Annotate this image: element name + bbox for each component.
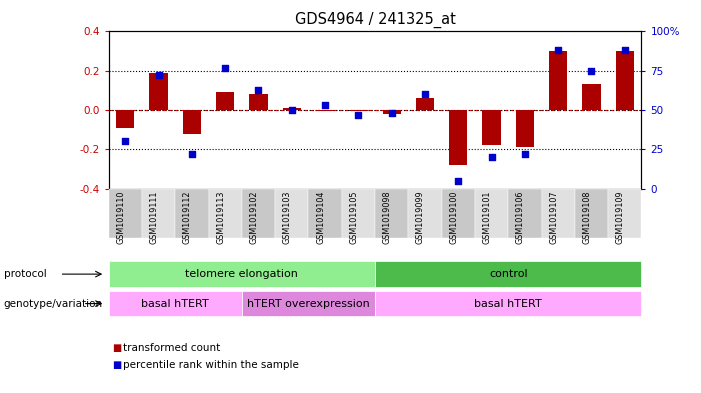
Bar <box>216 92 234 110</box>
Text: transformed count: transformed count <box>123 343 220 353</box>
Bar <box>383 110 401 114</box>
Bar <box>116 110 135 128</box>
Point <box>619 47 630 53</box>
Bar <box>516 110 534 147</box>
Point <box>286 107 297 113</box>
Text: percentile rank within the sample: percentile rank within the sample <box>123 360 299 371</box>
Bar <box>250 94 268 110</box>
Text: GSM1019110: GSM1019110 <box>116 191 125 244</box>
Bar <box>283 108 301 110</box>
Text: GSM1019101: GSM1019101 <box>482 191 491 244</box>
Point <box>353 112 364 118</box>
Text: ■: ■ <box>112 360 121 371</box>
Bar <box>549 51 567 110</box>
Bar <box>615 51 634 110</box>
Text: ■: ■ <box>112 343 121 353</box>
Text: GSM1019103: GSM1019103 <box>283 191 292 244</box>
Bar <box>583 84 601 110</box>
Text: basal hTERT: basal hTERT <box>475 299 542 309</box>
Point <box>386 110 397 116</box>
Text: GSM1019102: GSM1019102 <box>250 191 259 244</box>
Text: GSM1019099: GSM1019099 <box>416 191 425 244</box>
Text: GSM1019112: GSM1019112 <box>183 191 192 244</box>
Text: GSM1019106: GSM1019106 <box>516 191 525 244</box>
Bar <box>149 73 168 110</box>
Point <box>486 154 497 160</box>
Text: protocol: protocol <box>4 269 46 279</box>
Point <box>586 68 597 74</box>
Text: basal hTERT: basal hTERT <box>142 299 209 309</box>
Text: GSM1019108: GSM1019108 <box>583 191 592 244</box>
Text: hTERT overexpression: hTERT overexpression <box>247 299 370 309</box>
Text: GSM1019104: GSM1019104 <box>316 191 325 244</box>
Bar <box>416 98 434 110</box>
Bar <box>316 110 334 111</box>
Point <box>320 102 331 108</box>
Text: GSM1019100: GSM1019100 <box>449 191 458 244</box>
Point <box>253 86 264 93</box>
Text: GSM1019109: GSM1019109 <box>615 191 625 244</box>
Text: genotype/variation: genotype/variation <box>4 299 102 309</box>
Point <box>552 47 564 53</box>
Point <box>419 91 430 97</box>
Text: GSM1019113: GSM1019113 <box>216 191 225 244</box>
Point <box>453 178 464 184</box>
Text: telomere elongation: telomere elongation <box>185 269 299 279</box>
Bar <box>349 110 367 111</box>
Text: GSM1019098: GSM1019098 <box>383 191 392 244</box>
Bar <box>449 110 468 165</box>
Point <box>186 151 198 157</box>
Bar <box>482 110 501 145</box>
Text: control: control <box>489 269 528 279</box>
Point <box>219 64 231 71</box>
Point <box>120 138 131 145</box>
Text: GSM1019105: GSM1019105 <box>349 191 358 244</box>
Bar <box>183 110 201 134</box>
Point <box>519 151 531 157</box>
Text: GSM1019111: GSM1019111 <box>149 191 158 244</box>
Text: GSM1019107: GSM1019107 <box>549 191 558 244</box>
Text: GDS4964 / 241325_at: GDS4964 / 241325_at <box>294 12 456 28</box>
Point <box>153 72 164 79</box>
